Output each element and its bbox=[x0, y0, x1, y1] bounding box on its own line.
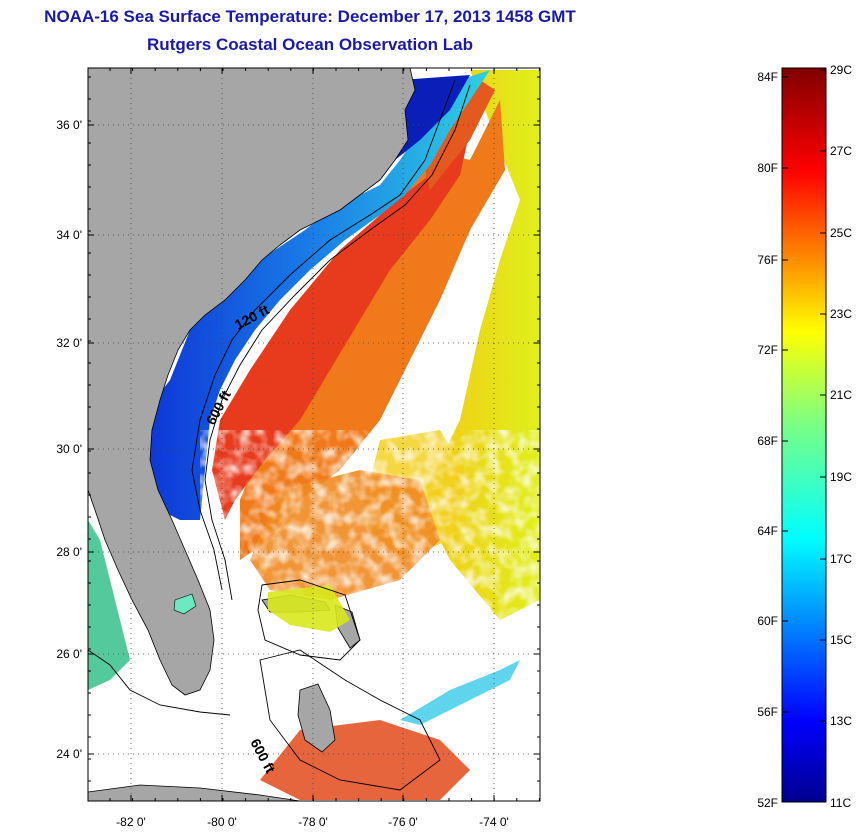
lat-label-28: 28 0' bbox=[56, 545, 82, 559]
cb-label-80f: 80F bbox=[757, 161, 778, 175]
contour-bahamas bbox=[257, 579, 361, 661]
cb-label-23c: 23C bbox=[830, 307, 852, 321]
cb-label-84f: 84F bbox=[757, 70, 778, 84]
cb-label-11c: 11C bbox=[830, 796, 851, 810]
land-southeast-us bbox=[88, 68, 416, 696]
map-ticks bbox=[88, 68, 540, 801]
sst-map: 120 ft 600 ft 600 ft 36 0' 34 0' 32 0' 3… bbox=[56, 67, 541, 829]
temperature-colorbar: 84F 80F 76F 72F 68F 64F 60F 56F 52F 29C … bbox=[757, 63, 852, 810]
lon-label-80: -80 0' bbox=[207, 815, 237, 829]
florida-west-shelf bbox=[88, 520, 130, 690]
lon-label-78: -78 0' bbox=[298, 815, 328, 829]
map-subtitle: Rutgers Coastal Ocean Observation Lab bbox=[147, 35, 473, 54]
cb-label-21c: 21C bbox=[830, 388, 852, 402]
contour-florida-keys bbox=[88, 649, 231, 716]
cb-label-29c: 29C bbox=[830, 63, 852, 77]
cold-shelf-water bbox=[100, 70, 490, 520]
lat-label-36: 36 0' bbox=[56, 118, 82, 132]
lat-label-30: 30 0' bbox=[56, 442, 82, 456]
cb-label-17c: 17C bbox=[830, 552, 852, 566]
bahama-bank-water bbox=[268, 585, 350, 632]
lon-label-74: -74 0' bbox=[479, 815, 509, 829]
lat-label-26: 26 0' bbox=[56, 647, 82, 661]
lat-label-34: 34 0' bbox=[56, 228, 82, 242]
contour-600ft bbox=[204, 84, 471, 601]
lon-label-82: -82 0' bbox=[116, 815, 146, 829]
lat-label-24: 24 0' bbox=[56, 747, 82, 761]
cb-label-25c: 25C bbox=[830, 226, 852, 240]
cb-label-13c: 13C bbox=[830, 714, 852, 728]
contour-120ft bbox=[191, 79, 456, 591]
lon-label-76: -76 0' bbox=[388, 815, 418, 829]
map-title: NOAA-16 Sea Surface Temperature: Decembe… bbox=[44, 7, 576, 26]
colorbar-ticks bbox=[782, 69, 826, 803]
land-andros bbox=[297, 683, 336, 753]
contour-bahamas-south bbox=[259, 649, 441, 791]
cb-label-27c: 27C bbox=[830, 144, 852, 158]
cb-label-15c: 15C bbox=[830, 633, 852, 647]
cb-label-64f: 64F bbox=[757, 524, 778, 538]
map-frame bbox=[87, 67, 541, 802]
cb-label-60f: 60F bbox=[757, 614, 778, 628]
cb-label-52f: 52F bbox=[757, 796, 778, 810]
cb-label-68f: 68F bbox=[757, 434, 778, 448]
cb-label-19c: 19C bbox=[830, 470, 852, 484]
cyan-streak bbox=[400, 660, 520, 725]
colorbar-gradient bbox=[781, 67, 827, 803]
gulf-stream-core bbox=[212, 130, 470, 520]
lake-okeechobee bbox=[173, 593, 197, 615]
cb-label-76f: 76F bbox=[757, 253, 778, 267]
graticule bbox=[88, 68, 540, 801]
cb-label-72f: 72F bbox=[757, 343, 778, 357]
lat-label-32: 32 0' bbox=[56, 336, 82, 350]
cb-label-56f: 56F bbox=[757, 705, 778, 719]
land-cuba bbox=[88, 784, 301, 801]
